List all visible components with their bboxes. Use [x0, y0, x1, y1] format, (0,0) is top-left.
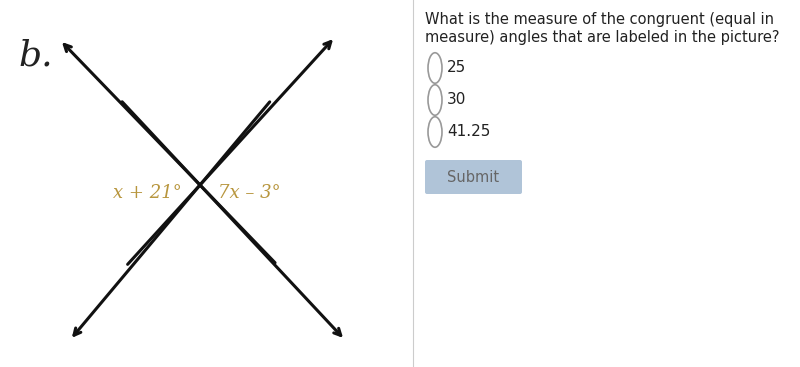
Text: x + 21°: x + 21° [114, 184, 182, 202]
Text: b.: b. [18, 38, 53, 72]
Text: 30: 30 [447, 92, 466, 108]
FancyBboxPatch shape [425, 160, 522, 194]
Text: measure) angles that are labeled in the picture?: measure) angles that are labeled in the … [425, 30, 779, 45]
Text: Submit: Submit [447, 170, 499, 185]
Text: What is the measure of the congruent (equal in: What is the measure of the congruent (eq… [425, 12, 774, 27]
Text: 25: 25 [447, 61, 466, 76]
Text: 7x – 3°: 7x – 3° [218, 184, 281, 202]
Text: 41.25: 41.25 [447, 124, 490, 139]
